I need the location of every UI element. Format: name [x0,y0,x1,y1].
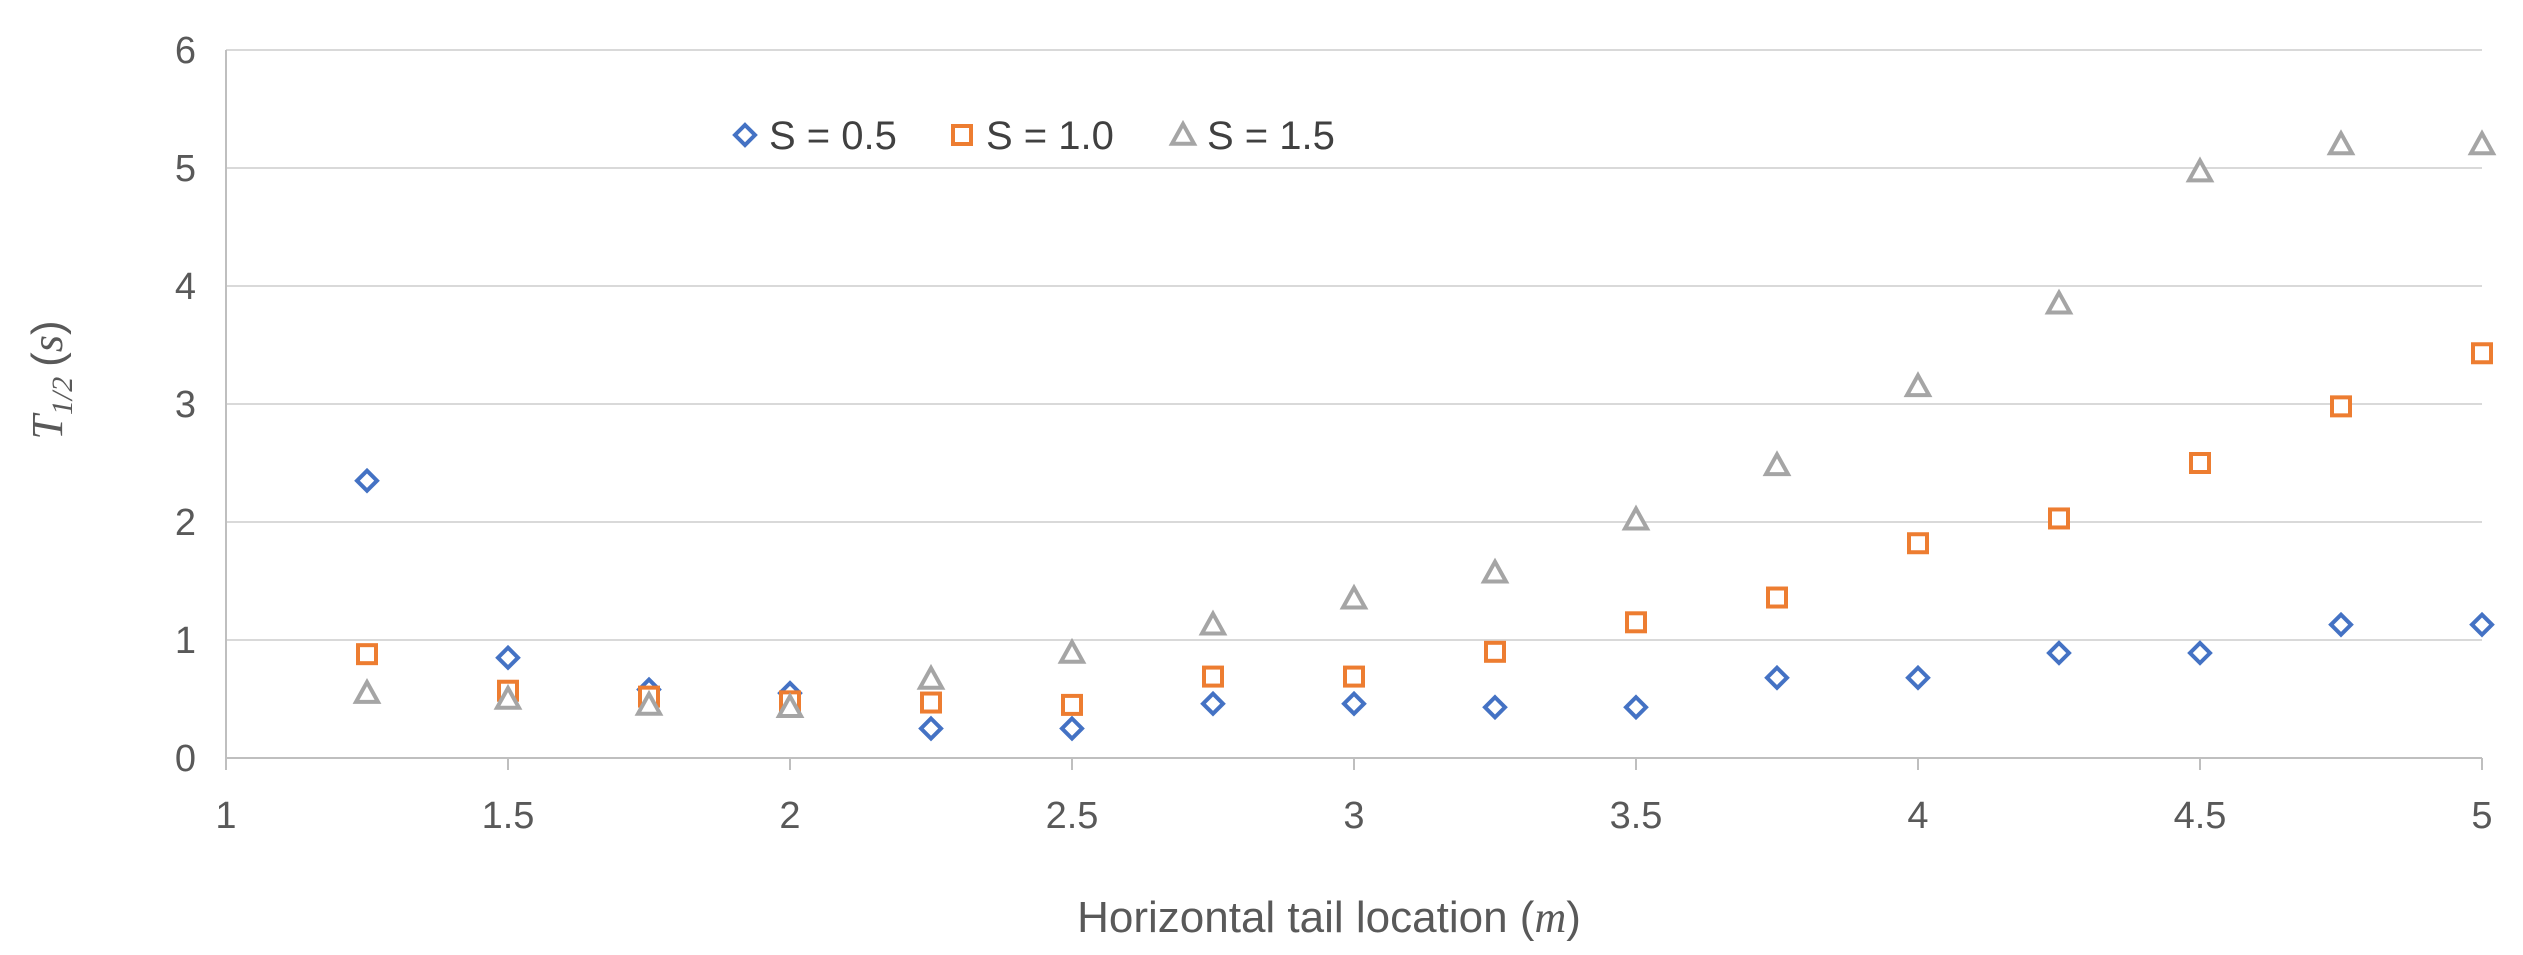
data-point [916,663,946,690]
data-point [2187,640,2213,666]
data-point [352,677,382,704]
y-axis-title: T1/2 (s) [23,320,79,439]
data-point [1059,715,1085,742]
data-point [1907,532,1929,555]
x-tick-label: 2 [779,795,800,837]
data-point [356,643,378,666]
data-points [352,129,2497,742]
data-point [1057,637,1087,664]
data-point [1341,690,1367,717]
data-point [2048,507,2070,530]
data-point [2471,342,2493,365]
legend-label-3: S = 1.5 [1207,114,1335,158]
data-point [1766,586,1788,609]
data-point [1484,640,1506,663]
data-point [2328,611,2354,638]
x-tick-label: 5 [2471,795,2492,837]
y-axis-subscript: 1/2 [46,377,79,415]
x-tick-label: 3.5 [1610,795,1663,837]
y-tick-label: 6 [175,30,196,72]
data-point [775,692,805,719]
axes [225,50,2483,770]
y-tick-label: 3 [175,384,196,426]
data-point [920,691,942,714]
data-point [495,644,521,671]
x-axis-unit-close: ) [1566,893,1581,942]
data-point [1339,583,1369,610]
data-point [493,683,523,710]
x-axis-title-text: Horizontal tail location [1077,893,1520,942]
y-tick-label: 1 [175,620,196,662]
data-point [1625,611,1647,634]
series-1-points [354,467,2495,742]
data-point [1905,664,1931,691]
data-point [2330,395,2352,418]
data-point [1480,557,1510,584]
data-point [2469,611,2495,638]
data-point [2185,156,2215,183]
y-axis-unit: s [23,335,72,352]
y-axis-unit-close: ) [23,320,72,335]
legend-label-1: S = 0.5 [769,114,897,158]
series-3-points [352,129,2497,719]
data-point [2467,129,2497,156]
x-tick-labels: 1 1.5 2 2.5 3 3.5 4 4.5 5 [215,795,2492,837]
data-point [1482,694,1508,721]
data-point [2046,640,2072,666]
x-axis-title: Horizontal tail location (m) [1077,893,1581,942]
legend-marker-1 [732,122,758,148]
data-point [918,715,944,742]
legend-marker-3 [1168,119,1198,146]
y-axis-symbol: T [23,412,72,440]
x-tick-label: 4 [1907,795,1928,837]
x-tick-label: 1.5 [482,795,535,837]
data-point [354,467,380,494]
x-tick-label: 2.5 [1046,795,1099,837]
data-point [634,689,664,716]
y-tick-labels: 0 1 2 3 4 5 6 [175,30,196,780]
data-point [1343,665,1365,688]
data-point [2189,452,2211,474]
data-point [1202,665,1224,688]
legend: S = 0.5 S = 1.0 S = 1.5 [732,114,1335,158]
data-point [1200,690,1226,717]
data-point [1623,694,1649,721]
legend-label-2: S = 1.0 [986,114,1114,158]
x-axis-unit: m [1534,893,1566,942]
y-tick-label: 5 [175,148,196,190]
y-tick-label: 2 [175,502,196,544]
data-point [1198,609,1228,636]
data-point [1621,504,1651,531]
data-point [2326,129,2356,156]
data-point [1903,371,1933,398]
data-point [1061,693,1083,716]
x-tick-label: 3 [1343,795,1364,837]
gridlines [226,49,2482,641]
y-axis-unit-open: ( [23,352,72,367]
legend-marker-2 [951,124,973,146]
series-2-points [356,342,2493,716]
x-tick-label: 1 [215,795,236,837]
data-point [2044,288,2074,315]
y-tick-label: 4 [175,266,196,308]
data-point [1764,664,1790,691]
x-axis-unit-open: ( [1520,893,1535,942]
y-tick-label: 0 [175,738,196,780]
x-tick-label: 4.5 [2174,795,2227,837]
data-point [1762,450,1792,477]
